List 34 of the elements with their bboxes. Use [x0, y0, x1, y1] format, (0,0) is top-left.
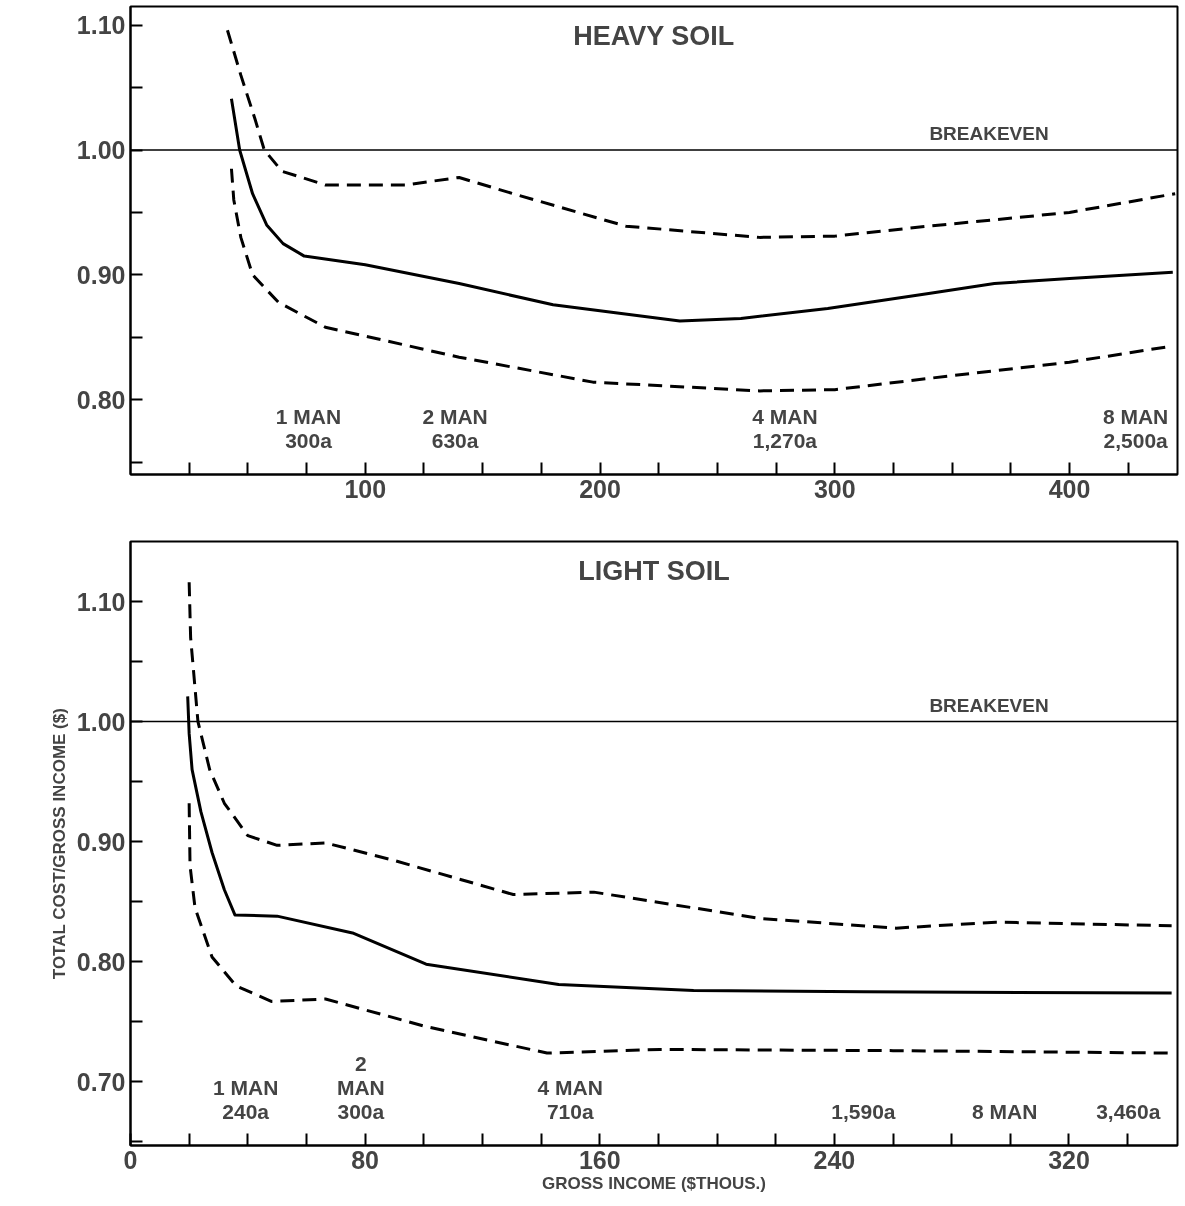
annotation: 4 MAN 1,270a: [752, 405, 818, 452]
annotation: 1 MAN 240a: [213, 1076, 279, 1123]
y-tick-label: 1.00: [76, 136, 126, 165]
x-tick-label: 400: [1048, 474, 1091, 503]
y-tick-label: 1.00: [76, 707, 126, 736]
annotation: 4 MAN 710a: [537, 1076, 603, 1123]
y-tick-label: 0.80: [76, 947, 126, 976]
y-tick-label: 1.10: [76, 587, 126, 616]
annotation: 8 MAN 2,500a: [1102, 405, 1169, 452]
x-tick-label: 160: [578, 1145, 621, 1174]
x-tick-label: 80: [351, 1145, 380, 1174]
annotation: 2 MAN 300a: [336, 1051, 385, 1123]
y-tick-label: 0.90: [76, 827, 126, 856]
annotation: 8 MAN: [972, 1100, 1038, 1123]
text: HEAVY SOIL: [573, 20, 735, 51]
x-tick-label: 100: [344, 474, 387, 503]
x-tick-label: 300: [813, 474, 856, 503]
y-axis-title: TOTAL COST/GROSS INCOME ($): [49, 708, 69, 980]
annotation: 2 MAN 630a: [422, 405, 488, 452]
y-tick-label: 0.70: [76, 1067, 126, 1096]
x-tick-label: 0: [123, 1145, 138, 1174]
text: LIGHT SOIL: [578, 555, 730, 586]
annotation: 1,590a: [831, 1100, 896, 1123]
x-axis-title: GROSS INCOME ($THOUS.): [542, 1173, 766, 1193]
x-tick-label: 200: [579, 474, 621, 503]
y-tick-label: 0.80: [76, 385, 126, 414]
x-tick-label: 320: [1048, 1145, 1090, 1174]
annotation: 3,460a: [1096, 1100, 1161, 1123]
x-tick-label: 240: [813, 1145, 856, 1174]
ref-line-label: BREAKEVEN: [929, 123, 1049, 145]
annotation: 1 MAN 300a: [275, 405, 342, 452]
y-tick-label: 0.90: [76, 260, 126, 289]
ref-line-label: BREAKEVEN: [929, 694, 1049, 716]
y-tick-label: 1.10: [76, 11, 126, 40]
